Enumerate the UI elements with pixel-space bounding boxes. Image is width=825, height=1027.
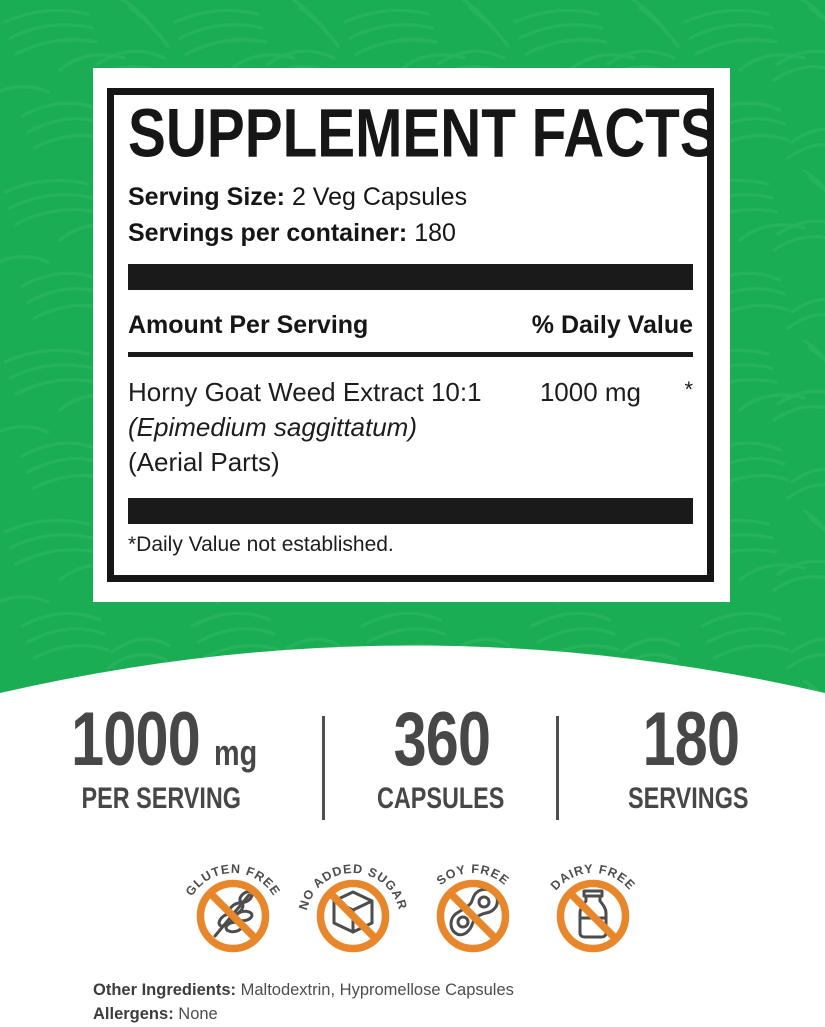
daily-value-footnote: *Daily Value not established. <box>128 533 394 557</box>
highlight-number-line: 180 <box>629 702 749 778</box>
ingredient-plant-part: (Aerial Parts) <box>128 447 280 478</box>
highlight-unit: mg <box>214 732 258 773</box>
ingredient-latin-name: (Epimedium saggittatum) <box>128 411 417 442</box>
highlight-capsules: 360 CAPSULES <box>325 702 556 820</box>
ingredient-amount: 1000 mg <box>539 376 641 407</box>
ingredient-name: Horny Goat Weed Extract 10:1 <box>128 376 482 407</box>
highlight-label: SERVINGS <box>628 782 749 815</box>
facts-title-text: SUPPLEMENT FACTS <box>128 94 714 172</box>
product-highlights: 1000 mg PER SERVING 360 CAPSULES 180 SERV… <box>0 702 825 820</box>
servings-per-container-line: Servings per container: 180 <box>128 218 693 248</box>
other-ingredients-label: Other Ingredients: <box>93 981 237 999</box>
divider-bar-top <box>128 263 693 290</box>
servings-value: 180 <box>414 218 456 247</box>
highlight-label: PER SERVING <box>81 782 241 815</box>
ingredient-daily-value: * <box>684 376 693 402</box>
dairy-free-label: DAIRY FREE <box>547 862 636 893</box>
other-ingredients-value: Maltodextrin, Hypromellose Capsules <box>240 981 514 999</box>
supplement-facts-panel: SUPPLEMENT FACTS Serving Size: 2 Veg Cap… <box>93 68 730 602</box>
highlight-number-line: 1000 mg <box>53 702 268 778</box>
highlight-number-line: 360 <box>380 702 500 778</box>
servings-label: Servings per container: <box>128 218 408 247</box>
amount-per-serving-header: Amount Per Serving <box>128 310 369 339</box>
facts-title: SUPPLEMENT FACTS <box>128 99 707 167</box>
daily-value-header: % Daily Value <box>531 310 693 339</box>
footer-ingredients: Other Ingredients: Maltodextrin, Hyprome… <box>93 979 514 1027</box>
facts-border-box: SUPPLEMENT FACTS Serving Size: 2 Veg Cap… <box>107 88 714 582</box>
facts-header-row: Amount Per Serving % Daily Value <box>128 310 693 340</box>
other-ingredients-line: Other Ingredients: Maltodextrin, Hyprome… <box>93 979 514 1003</box>
dairy-free-badge: DAIRY FREE <box>547 862 637 953</box>
highlight-value: 180 <box>642 697 739 782</box>
highlight-servings: 180 SERVINGS <box>559 702 819 820</box>
highlight-divider <box>555 716 559 820</box>
highlight-value: 1000 <box>71 697 201 782</box>
highlight-value: 360 <box>393 697 491 782</box>
no-added-sugar-badge: NO ADDED SUGAR <box>296 862 408 953</box>
header-rule <box>128 351 693 357</box>
allergens-label: Allergens: <box>93 1004 174 1023</box>
serving-size-line: Serving Size: 2 Veg Capsules <box>128 182 693 212</box>
highlight-divider <box>321 716 325 820</box>
serving-size-value: 2 Veg Capsules <box>291 182 468 211</box>
gluten-free-badge: GLUTEN FREE <box>182 862 282 953</box>
serving-size-label: Serving Size: <box>128 182 285 211</box>
ingredient-row: Horny Goat Weed Extract 10:1 1000 mg * <box>128 377 693 408</box>
allergens-value: None <box>178 1004 218 1023</box>
free-from-badges: GLUTEN FREE NO ADDED SUGAR SOY FREE <box>0 840 825 962</box>
highlight-per-serving: 1000 mg PER SERVING <box>0 702 322 820</box>
allergens-line: Allergens: None <box>93 1003 514 1027</box>
divider-bar-bottom <box>128 498 693 525</box>
highlight-label: CAPSULES <box>376 782 504 815</box>
soy-free-badge: SOY FREE <box>433 862 511 953</box>
svg-text:DAIRY FREE: DAIRY FREE <box>547 862 637 893</box>
